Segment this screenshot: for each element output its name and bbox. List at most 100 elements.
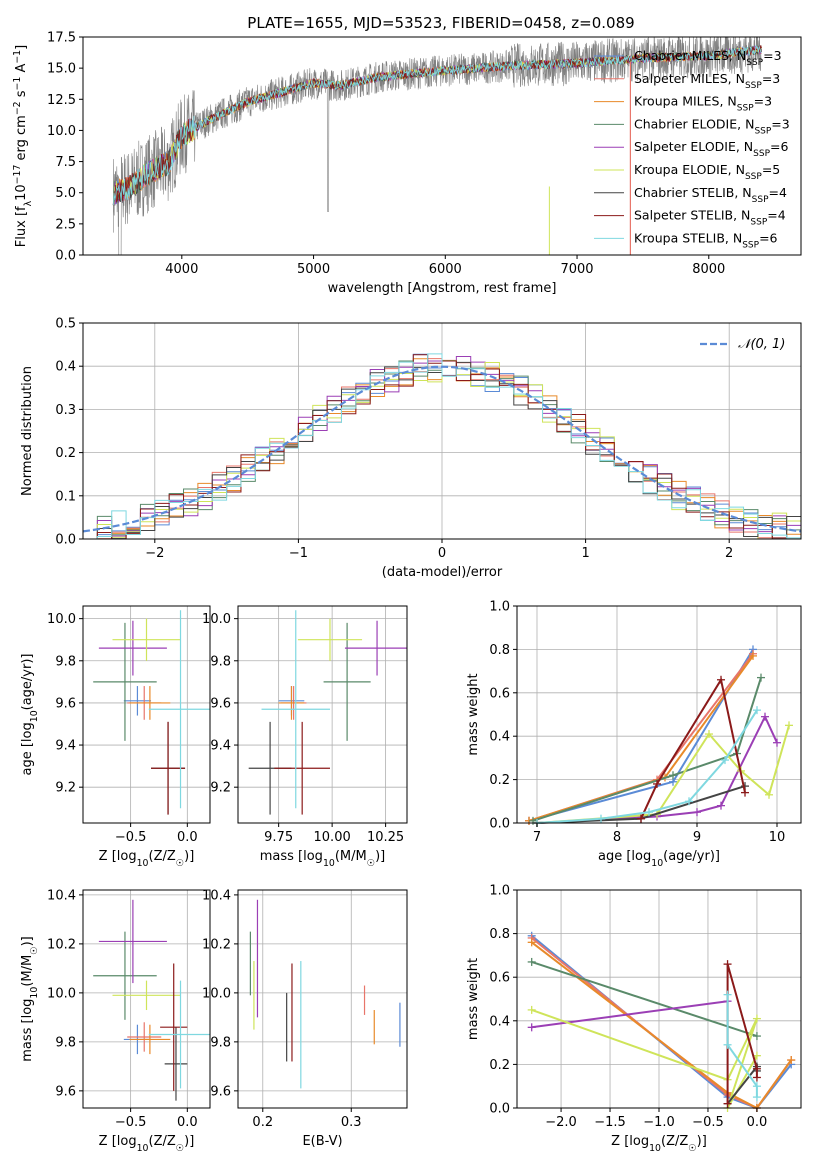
y-tick-label: 0.0 [55, 249, 76, 264]
model-spectrum-kroupa_stelib [112, 44, 762, 206]
series-chabrier_elodie [527, 957, 761, 1041]
age-vs-mass-panel: 9.75 10.00 10.25 9.2 9.4 9.6 9.8 10.0 mass [log1… [202, 605, 408, 869]
y-tick-label: 0.8 [489, 643, 510, 658]
y-tick-label: 15.0 [47, 62, 76, 77]
y-tick-label: 7.5 [55, 155, 76, 170]
model-spectrum-chabrier_stelib [112, 45, 762, 206]
series-salpeter_elodie [527, 997, 732, 1032]
legend-entry: Kroupa STELIB, NSSP=6 [634, 230, 778, 250]
x-tick-label: −1 [289, 546, 308, 561]
x-axis-label: E(B-V) [302, 1134, 342, 1149]
y-tick-label: 12.5 [47, 93, 76, 108]
x-tick-label: 7 [533, 830, 541, 845]
x-tick-label: −2.0 [545, 1115, 577, 1130]
legend: Chabrier MILES, NSSP=3 Salpeter MILES, NS… [594, 48, 790, 250]
y-tick-label: 0.5 [55, 317, 76, 332]
x-tick-label: −2 [145, 546, 164, 561]
y-tick-label: 9.2 [210, 781, 231, 796]
y-tick-label: 10.4 [202, 888, 231, 903]
y-axis-label: age [log10(age/yr)] [20, 654, 40, 776]
series-kroupa_stelib [723, 990, 761, 1102]
y-tick-label: 0.0 [489, 1102, 510, 1117]
x-tick-label: 1 [581, 546, 589, 561]
x-tick-label: −0.5 [115, 830, 147, 845]
x-tick-label: 10.25 [367, 830, 404, 845]
y-axis-label: mass weight [466, 958, 481, 1040]
legend-entry: Salpeter MILES, NSSP=3 [634, 71, 780, 91]
errorbar-chabrier_miles [123, 686, 152, 716]
axes-frame [516, 605, 802, 824]
errorbar-kroupa_elodie [112, 980, 181, 1011]
y-axis-label: mass weight [466, 673, 481, 755]
y-tick-label: 10.2 [202, 937, 231, 952]
y-tick-label: 10.0 [202, 986, 231, 1001]
x-tick-label: 0 [438, 546, 446, 561]
axes-frame [82, 889, 211, 1109]
x-axis-label: wavelength [Angstrom, rest frame] [328, 281, 557, 296]
histogram-kroupa_stelib [83, 353, 801, 539]
y-tick-label: 9.6 [55, 696, 76, 711]
mass-vs-metallicity-panel: −0.5 0.0 9.6 9.8 10.0 10.2 10.4 Z [log10(Z/Z☉)]… [20, 888, 211, 1154]
y-tick-label: 9.4 [55, 739, 76, 754]
errorbar-kroupa_elodie [297, 618, 363, 661]
axes-frame [82, 605, 211, 824]
y-tick-label: 1.0 [489, 600, 510, 615]
y-tick-label: 5.0 [55, 186, 76, 201]
y-tick-label: 0.4 [489, 1014, 510, 1029]
residuals-panel: −2 −1 0 1 2 0.0 0.1 0.2 0.3 0.4 0.5 (data-model)/er… [20, 317, 802, 580]
normal-curve [83, 365, 801, 533]
x-axis-label: age [log10(age/yr)] [598, 849, 720, 869]
x-tick-label: 5000 [297, 262, 330, 277]
errorbar-salpeter_stelib [151, 721, 186, 815]
x-tick-label: −1.0 [643, 1115, 675, 1130]
y-tick-label: 10.4 [47, 888, 76, 903]
errorbar-kroupa_miles [129, 686, 171, 720]
x-tick-label: 0.2 [252, 1115, 273, 1130]
y-tick-label: 9.6 [55, 1084, 76, 1099]
x-tick-label: 0.0 [747, 1115, 768, 1130]
grid [238, 890, 407, 1108]
y-tick-label: 9.4 [210, 739, 231, 754]
y-tick-label: 9.6 [210, 696, 231, 711]
x-axis-label: Z [log10(Z/Z☉)] [99, 1134, 195, 1154]
y-tick-label: 0.4 [55, 360, 76, 375]
legend-entry: Chabrier STELIB, NSSP=4 [634, 185, 787, 205]
x-tick-label: 10 [769, 830, 786, 845]
legend-entry: Kroupa ELODIE, NSSP=5 [634, 162, 780, 182]
legend-entry: Salpeter ELODIE, NSSP=6 [634, 139, 789, 159]
grid [83, 890, 210, 1108]
y-axis-label: mass [log10(M/M☉)] [20, 936, 40, 1062]
y-tick-label: 10.0 [202, 612, 231, 627]
errorbar-chabrier_elodie [93, 931, 157, 1020]
y-tick-label: 9.2 [55, 781, 76, 796]
mass-vs-ebv-panel: 0.2 0.3 9.6 9.8 10.0 10.2 10.4 E(B-V) [202, 888, 408, 1149]
x-tick-label: 8000 [692, 262, 725, 277]
y-tick-label: 9.6 [210, 1084, 231, 1099]
y-tick-label: 0.6 [489, 686, 510, 701]
errorbar-kroupa_miles [278, 686, 305, 720]
x-tick-label: 10.00 [314, 830, 351, 845]
y-tick-label: 0.1 [55, 489, 76, 504]
y-tick-label: 0.0 [55, 533, 76, 548]
weight-vs-metallicity-panel: −2.0 −1.5 −1.0 −0.5 0.0 0.0 0.2 0.4 0.6 0.8 1.0 Z [… [466, 884, 802, 1154]
y-axis-label: Flux [fλ10−17 erg cm−2 s−1 A−1] [12, 45, 34, 247]
y-axis-label: Normed distribution [20, 366, 35, 496]
legend-entry: Chabrier ELODIE, NSSP=3 [634, 116, 790, 136]
legend-entry: Kroupa MILES, NSSP=3 [634, 94, 772, 114]
x-tick-label: 9 [693, 830, 701, 845]
errorbar-salpeter_elodie [98, 899, 167, 984]
y-tick-label: 10.2 [47, 937, 76, 952]
axes-frame [237, 605, 408, 824]
x-tick-label: 8 [613, 830, 621, 845]
axes-frame [82, 36, 802, 256]
legend-entry: Chabrier MILES, NSSP=3 [634, 48, 782, 68]
errorbar-salpeter_elodie [344, 620, 407, 676]
x-axis-label: Z [log10(Z/Z☉)] [99, 849, 195, 869]
x-tick-label: −0.5 [115, 1115, 147, 1130]
errorbar-salpeter_miles [127, 1022, 162, 1052]
weight-vs-age-panel: 7 8 9 10 0.0 0.2 0.4 0.6 0.8 1.0 age [log10(age/yr… [466, 600, 802, 869]
errorbar-kroupa_stelib [148, 980, 210, 1089]
observed-spectrum [113, 37, 762, 255]
x-tick-label: 7000 [560, 262, 593, 277]
y-tick-label: 9.8 [210, 1035, 231, 1050]
